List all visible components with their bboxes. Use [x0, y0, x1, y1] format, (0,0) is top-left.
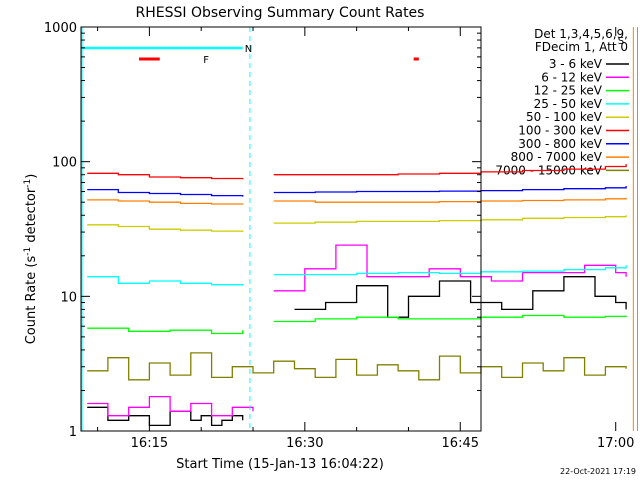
legend-label-7: 300 - 800 keV [518, 137, 602, 151]
x-tick-label-4: 17:00 [597, 436, 634, 451]
y-axis-label-mid: detector [24, 187, 39, 247]
legend-label-2: 6 - 12 keV [541, 70, 603, 84]
flag-s-label: S [618, 36, 624, 47]
y-axis-label-exp2: -1 [23, 179, 33, 188]
series-line-1-segment-2 [294, 276, 627, 318]
legend-header-line-1: Det 1,3,4,5,6,9, [534, 27, 628, 41]
series-line-5-segment-2 [273, 215, 627, 224]
series-line-3-segment-1 [87, 327, 244, 335]
y-axis-label-end: ) [24, 174, 39, 179]
series-line-2-segment-1 [87, 395, 254, 417]
x-tick-label-2: 16:30 [286, 436, 323, 451]
series-line-5-segment-1 [87, 224, 244, 233]
y-axis-label: Count Rate (s-1 detector-1) [23, 174, 39, 345]
y-axis-label-exp1: -1 [23, 247, 33, 256]
flag-n-label: N [245, 44, 252, 55]
marker-layer [81, 27, 638, 431]
legend-label-6: 100 - 300 keV [518, 124, 602, 138]
series-line-3-segment-2 [273, 314, 627, 323]
y-tick-label-2: 10 [60, 290, 77, 305]
flag-layer: N F S [81, 36, 624, 66]
y-tick-label-4: 1000 [44, 21, 77, 36]
series-line-9-segment-1 [87, 352, 627, 381]
footer-date: 22-Oct-2021 17:19 [560, 467, 636, 476]
legend-header: Det 1,3,4,5,6,9, FDecim 1, Att 0 [534, 27, 628, 54]
series-line-8-segment-2 [273, 197, 627, 203]
y-tick-label-3: 100 [52, 156, 77, 171]
legend-label-8: 800 - 7000 keV [511, 150, 603, 164]
y-tick-label-1: 1 [69, 425, 77, 440]
series-line-8-segment-1 [87, 199, 244, 205]
x-tick-label-3: 16:45 [442, 436, 479, 451]
series-line-2-segment-2 [273, 244, 627, 292]
x-tick-label-1: 16:15 [131, 436, 168, 451]
series-line-7-segment-1 [87, 188, 244, 197]
plot-frame [80, 26, 482, 432]
legend-label-1: 3 - 6 keV [549, 57, 603, 71]
x-axis-label: Start Time (15-Jan-13 16:04:22) [176, 457, 384, 472]
plot-area: NFS 110100100016:1516:3016:4517:0017:151… [44, 21, 638, 451]
series-line-6-segment-1 [87, 172, 244, 180]
legend-label-4: 25 - 50 keV [534, 97, 603, 111]
series-layer [87, 164, 627, 427]
legend-header-line-2: FDecim 1, Att 0 [535, 40, 628, 54]
series-line-1-segment-1 [87, 406, 244, 427]
svg-text:Count Rate (s-1 detector-1): Count Rate (s-1 detector-1) [23, 174, 39, 345]
series-line-7-segment-2 [273, 186, 627, 194]
chart-title: RHESSI Observing Summary Count Rates [136, 5, 425, 21]
legend-label-5: 50 - 100 keV [526, 110, 603, 124]
flag-f-label: F [203, 55, 209, 66]
series-line-4-segment-1 [87, 276, 244, 286]
y-axis-label-base: Count Rate (s [24, 256, 39, 345]
legend-label-3: 12 - 25 keV [534, 84, 603, 98]
